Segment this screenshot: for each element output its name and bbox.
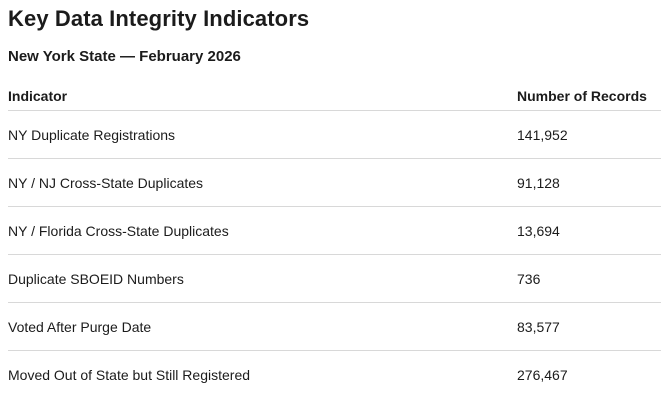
indicator-cell: NY / Florida Cross-State Duplicates <box>8 206 517 256</box>
records-cell: 83,577 <box>517 302 661 352</box>
table-row: NY Duplicate Registrations 141,952 <box>8 110 661 160</box>
indicators-table: Indicator Number of Records NY Duplicate… <box>8 80 661 398</box>
table-row: Duplicate SBOEID Numbers 736 <box>8 254 661 304</box>
indicator-cell: NY Duplicate Registrations <box>8 110 517 160</box>
records-cell: 13,694 <box>517 206 661 256</box>
indicator-cell: Duplicate SBOEID Numbers <box>8 254 517 304</box>
records-cell: 276,467 <box>517 367 568 384</box>
indicator-cell: Voted After Purge Date <box>8 302 517 352</box>
table-row: Moved Out of State but Still Registered … <box>8 351 661 399</box>
records-cell: 91,128 <box>517 158 661 208</box>
records-cell: 736 <box>517 254 661 304</box>
table-row: NY / NJ Cross-State Duplicates 91,128 <box>8 158 661 208</box>
indicator-cell: NY / NJ Cross-State Duplicates <box>8 158 517 208</box>
column-header-number-of-records: Number of Records <box>517 80 661 112</box>
page-title: Key Data Integrity Indicators <box>8 6 310 31</box>
table-row: NY / Florida Cross-State Duplicates 13,6… <box>8 206 661 256</box>
table-row: Voted After Purge Date 83,577 <box>8 302 661 352</box>
page-subtitle: New York State — February 2026 <box>8 48 241 66</box>
column-header-indicator: Indicator <box>8 80 517 112</box>
records-cell: 141,952 <box>517 110 661 160</box>
table-header-row: Indicator Number of Records <box>8 80 661 112</box>
indicator-cell: Moved Out of State but Still Registered <box>8 367 251 384</box>
